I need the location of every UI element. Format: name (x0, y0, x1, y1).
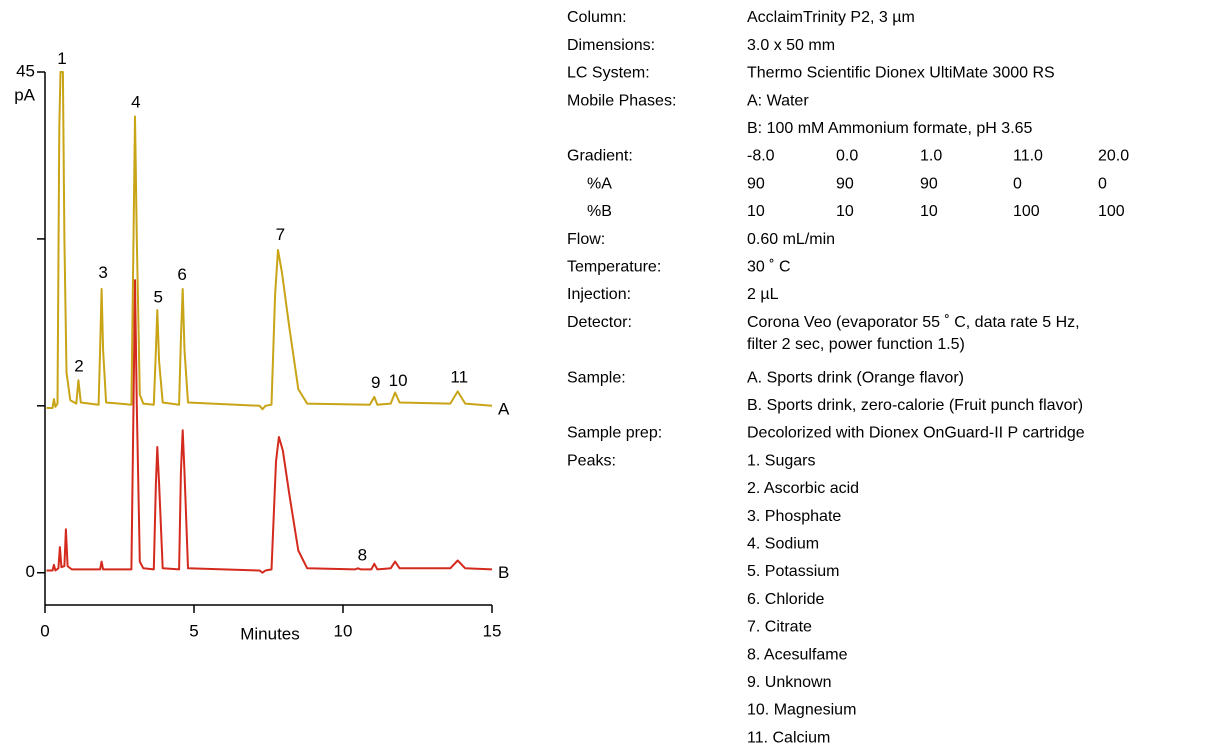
info-label: Temperature: (567, 259, 661, 276)
info-value: 3. Phosphate (747, 508, 841, 525)
gradient-cell: 0 (1013, 175, 1022, 192)
info-label: Detector: (567, 314, 632, 331)
x-tick-label: 0 (40, 621, 49, 640)
info-value: 9. Unknown (747, 674, 832, 691)
peak-label: 2 (74, 356, 83, 375)
x-axis-label: Minutes (240, 624, 300, 643)
info-label: Peaks: (567, 452, 616, 469)
info-value: 6. Chloride (747, 591, 824, 608)
peak-label: 11 (450, 367, 468, 386)
gradient-cell: 0 (1098, 175, 1107, 192)
peak-label: 10 (389, 371, 408, 390)
method-info: Column: AcclaimTrinity P2, 3 µm Dimensions… (567, 9, 1129, 746)
info-label: Column: (567, 9, 627, 26)
info-value: 3.0 x 50 mm (747, 37, 835, 54)
gradient-cell: 10 (747, 203, 765, 220)
info-label: %A (587, 175, 612, 192)
info-value: Decolorized with Dionex OnGuard-II P car… (747, 425, 1085, 442)
peak-label: 1 (57, 49, 66, 68)
info-value: 11. Calcium (747, 729, 830, 746)
gradient-cell: 90 (920, 175, 938, 192)
info-label: Gradient: (567, 148, 633, 165)
info-value: 4. Sodium (747, 536, 819, 553)
info-value: B: 100 mM Ammonium formate, pH 3.65 (747, 120, 1033, 137)
info-value: Thermo Scientific Dionex UltiMate 3000 R… (747, 65, 1055, 82)
peak-label: 8 (358, 546, 367, 565)
x-tick-label: 15 (483, 621, 502, 640)
gradient-cell: 90 (836, 175, 854, 192)
info-label: Mobile Phases: (567, 92, 676, 109)
info-label: Sample prep: (567, 425, 662, 442)
info-label: Dimensions: (567, 37, 655, 54)
info-value: 0.60 mL/min (747, 231, 835, 248)
info-label: Flow: (567, 231, 605, 248)
info-label: Sample: (567, 369, 626, 386)
info-value: 7. Citrate (747, 619, 812, 636)
info-value: B. Sports drink, zero-calorie (Fruit pun… (747, 397, 1083, 414)
gradient-cell: 90 (747, 175, 765, 192)
x-tick-label: 10 (334, 621, 353, 640)
info-value: 30 ˚ C (747, 259, 791, 276)
info-value: Corona Veo (evaporator 55 ˚ C, data rate… (747, 314, 1080, 331)
trace (46, 279, 493, 574)
info-label: Injection: (567, 286, 631, 303)
info-label: LC System: (567, 65, 650, 82)
gradient-cell: -8.0 (747, 148, 775, 165)
info-value: 8. Acesulfame (747, 646, 848, 663)
info-value: 10. Magnesium (747, 702, 856, 719)
info-value: 2. Ascorbic acid (747, 480, 859, 497)
y-tick-label: 45 (16, 61, 35, 80)
peak-label: 7 (276, 225, 285, 244)
gradient-cell: 20.0 (1098, 148, 1129, 165)
gradient-cell: 100 (1098, 203, 1125, 220)
gradient-cell: 1.0 (920, 148, 942, 165)
y-tick-label: 0 (26, 562, 35, 581)
gradient-cell: 10 (920, 203, 938, 220)
peak-label: 5 (154, 287, 163, 306)
trace (46, 71, 493, 411)
gradient-cell: 100 (1013, 203, 1040, 220)
info-value: A: Water (747, 92, 809, 109)
gradient-cell: 11.0 (1013, 148, 1043, 165)
peak-label: 4 (131, 93, 140, 112)
gradient-cell: 0.0 (836, 148, 858, 165)
gradient-cell: 10 (836, 203, 854, 220)
trace-label: B (498, 563, 509, 582)
info-value: filter 2 sec, power function 1.5) (747, 336, 965, 353)
trace-label: A (498, 399, 510, 418)
info-value: 5. Potassium (747, 563, 839, 580)
info-label: %B (587, 203, 612, 220)
peak-label: 9 (371, 373, 380, 392)
peak-label: 3 (98, 263, 107, 282)
info-value: 2 µL (747, 286, 779, 303)
y-axis-label: pA (14, 85, 35, 104)
x-tick-label: 5 (189, 621, 198, 640)
info-value: 1. Sugars (747, 452, 815, 469)
info-value: AcclaimTrinity P2, 3 µm (747, 9, 915, 26)
peak-label: 6 (177, 265, 186, 284)
info-value: A. Sports drink (Orange flavor) (747, 369, 964, 386)
